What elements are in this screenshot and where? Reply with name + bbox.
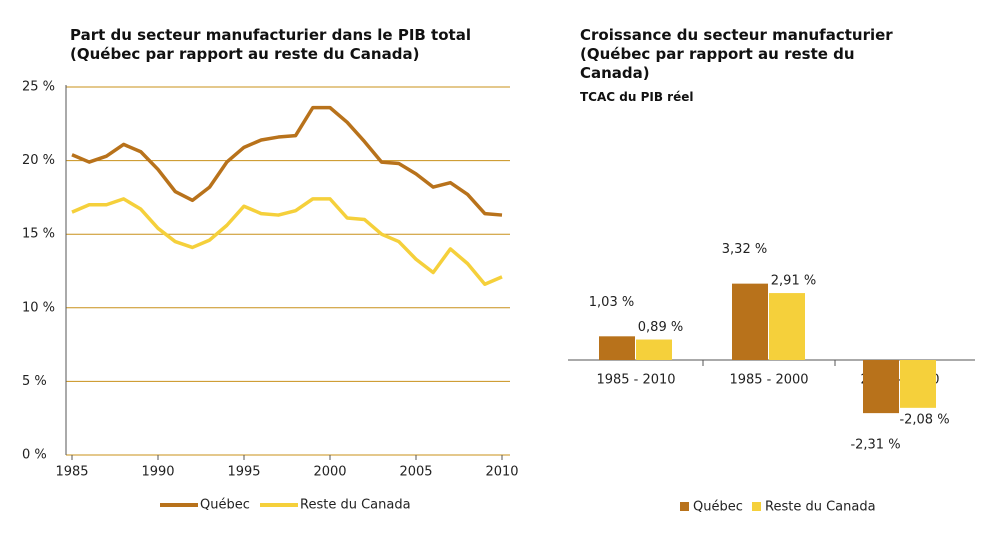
y-tick-label: 25 %: [22, 80, 55, 95]
bar: [863, 360, 899, 414]
legend-label: Québec: [200, 498, 250, 513]
x-tick-label: 2010: [485, 465, 518, 480]
value-label: 0,89 %: [638, 320, 683, 335]
value-label: -2,08 %: [899, 412, 949, 427]
chart-title: Croissance du secteur manufacturier (Qué…: [580, 26, 893, 82]
bar: [636, 339, 672, 360]
bar: [769, 293, 805, 360]
bar: [732, 283, 768, 360]
line: [71, 105, 503, 217]
x-tick-label: 2005: [399, 465, 432, 480]
chart-subtitle: TCAC du PIB réel: [580, 90, 694, 104]
x-tick-label: 2000: [313, 465, 346, 480]
legend-swatch: [680, 502, 689, 511]
chart-title: Part du secteur manufacturier dans le PI…: [70, 26, 471, 63]
y-tick-label: 0 %: [22, 448, 47, 463]
legend-label: Québec: [693, 500, 743, 515]
y-tick-label: 15 %: [22, 227, 55, 242]
y-tick-label: 20 %: [22, 153, 55, 168]
value-label: -2,31 %: [850, 438, 900, 453]
value-label: 3,32 %: [722, 242, 767, 257]
bar: [900, 360, 936, 408]
line: [71, 197, 503, 286]
x-tick-label: 1990: [141, 465, 174, 480]
x-tick-label: 1995: [227, 465, 260, 480]
y-tick-label: 5 %: [22, 374, 47, 389]
value-label: 1,03 %: [589, 295, 634, 310]
x-tick-label: 1985 - 2010: [596, 373, 675, 388]
y-tick-label: 10 %: [22, 300, 55, 315]
legend-label: Reste du Canada: [300, 498, 411, 513]
legend-label: Reste du Canada: [765, 500, 876, 515]
legend-swatch: [752, 502, 761, 511]
value-label: 2,91 %: [771, 274, 816, 289]
bar: [599, 336, 635, 360]
x-tick-label: 1985: [55, 465, 88, 480]
x-tick-label: 1985 - 2000: [729, 373, 808, 388]
